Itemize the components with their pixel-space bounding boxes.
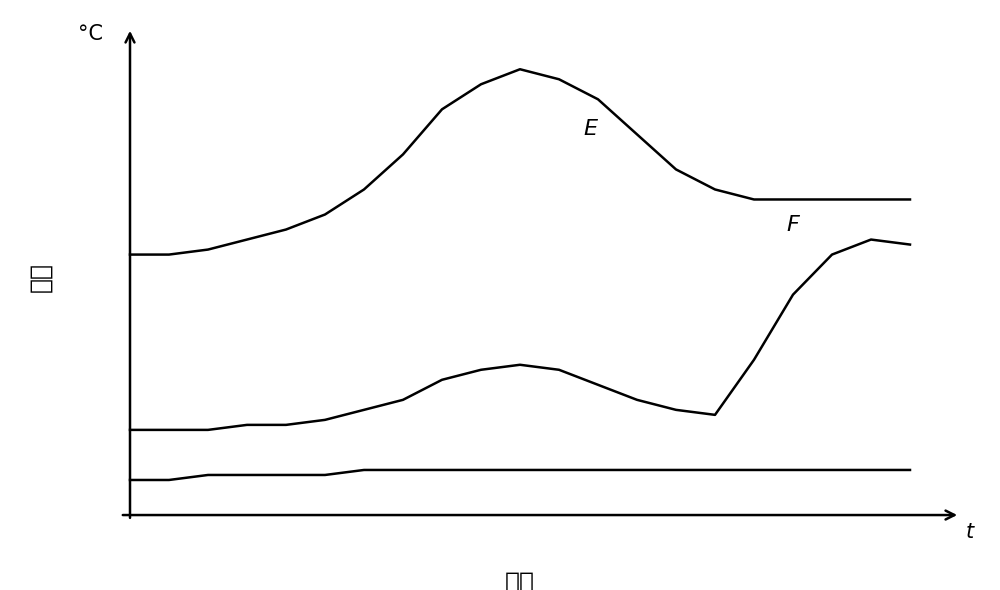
Text: °C: °C <box>78 24 103 44</box>
Text: 温度: 温度 <box>28 262 52 292</box>
Text: E: E <box>583 119 597 139</box>
Text: t: t <box>966 522 974 542</box>
Text: 时间: 时间 <box>505 570 535 590</box>
Text: F: F <box>787 215 799 234</box>
